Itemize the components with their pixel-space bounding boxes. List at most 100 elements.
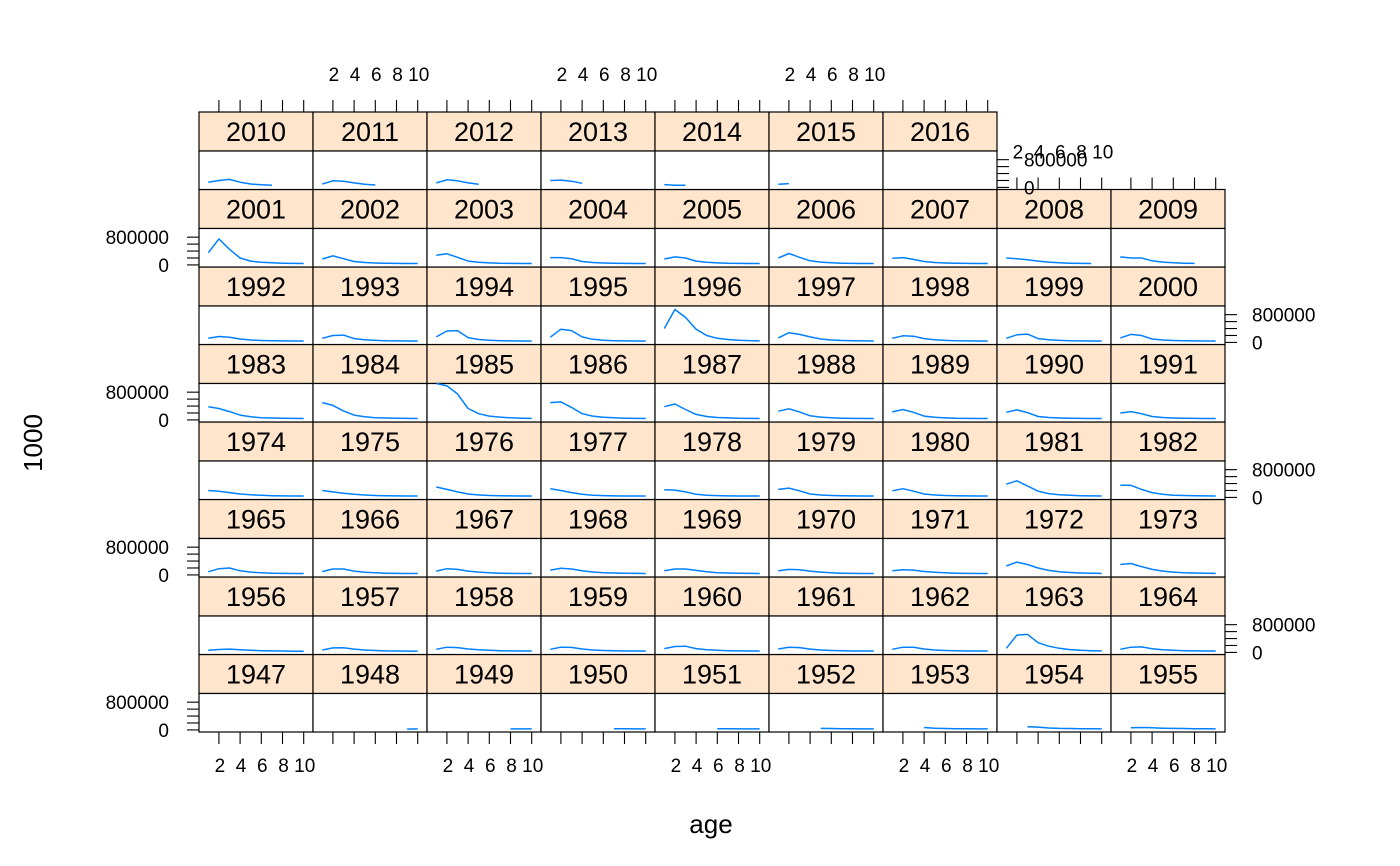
x-tick-label-top: 10 bbox=[1092, 143, 1113, 164]
series-line-2005 bbox=[664, 256, 760, 265]
strip-2005 bbox=[654, 188, 770, 230]
strip-1985 bbox=[426, 343, 542, 385]
series-line-1968 bbox=[550, 567, 646, 575]
series-line-2013 bbox=[550, 179, 583, 185]
series-line-1990 bbox=[1006, 409, 1102, 420]
strip-2004 bbox=[540, 188, 656, 230]
panel-1990 bbox=[996, 382, 1112, 423]
strip-label-1970: 1970 bbox=[796, 505, 856, 535]
x-tick-label-top: 2 bbox=[329, 65, 340, 86]
series-line-1966 bbox=[322, 568, 418, 575]
strip-label-1971: 1971 bbox=[910, 505, 970, 535]
series-line-1998 bbox=[892, 335, 988, 342]
panel-1981 bbox=[996, 460, 1112, 501]
x-tick-label: 2 bbox=[671, 756, 682, 777]
panel-1963 bbox=[996, 615, 1112, 656]
series-line-1953 bbox=[924, 726, 988, 730]
panel-2009 bbox=[1110, 227, 1226, 268]
series-line-1961 bbox=[778, 646, 874, 652]
panel-1952 bbox=[768, 692, 884, 733]
strip-label-1950: 1950 bbox=[568, 660, 628, 690]
series-line-1957 bbox=[322, 646, 418, 652]
strip-label-2013: 2013 bbox=[568, 117, 628, 147]
strip-1974 bbox=[198, 421, 314, 462]
series-line-1974 bbox=[208, 489, 304, 497]
series-line-2002 bbox=[322, 255, 418, 265]
series-line-1976 bbox=[436, 486, 532, 497]
x-tick-label: 4 bbox=[464, 756, 475, 777]
y-tick-label: 800000 bbox=[106, 383, 169, 404]
panel-1980 bbox=[882, 460, 998, 501]
panel-2014 bbox=[654, 150, 770, 191]
series-line-1963 bbox=[1005, 633, 1102, 652]
strip-label-2006: 2006 bbox=[796, 195, 856, 225]
y-tick-label: 800000 bbox=[106, 693, 169, 714]
strip-1970 bbox=[768, 498, 884, 540]
x-tick-label-top: 4 bbox=[806, 65, 817, 86]
panel-1965 bbox=[198, 537, 314, 578]
y-tick-label: 0 bbox=[158, 721, 169, 742]
panel-1994 bbox=[426, 305, 542, 346]
series-line-1991 bbox=[1120, 410, 1216, 420]
panel-2012 bbox=[426, 150, 542, 191]
strip-label-1973: 1973 bbox=[1138, 505, 1198, 535]
strip-2000 bbox=[1110, 266, 1226, 307]
series-line-1984 bbox=[322, 401, 418, 420]
series-line-1996 bbox=[663, 308, 760, 342]
panel-1971 bbox=[882, 537, 998, 578]
x-tick-label: 6 bbox=[713, 756, 724, 777]
series-line-2000 bbox=[1120, 333, 1216, 342]
series-line-1960 bbox=[664, 645, 760, 652]
strip-2007 bbox=[882, 188, 998, 230]
strip-label-2016: 2016 bbox=[910, 117, 970, 147]
strip-label-2001: 2001 bbox=[226, 195, 286, 225]
series-line-1964 bbox=[1120, 646, 1216, 652]
strip-label-2015: 2015 bbox=[796, 117, 856, 147]
strip-label-1954: 1954 bbox=[1024, 660, 1084, 690]
strip-label-1965: 1965 bbox=[226, 505, 286, 535]
y-tick-label: 0 bbox=[1252, 643, 1263, 664]
series-line-1954 bbox=[1027, 726, 1102, 730]
panel-1967 bbox=[426, 537, 542, 578]
strip-label-2007: 2007 bbox=[910, 195, 970, 225]
strip-1964 bbox=[1110, 576, 1226, 617]
series-line-2007 bbox=[892, 256, 988, 265]
series-line-2008 bbox=[1006, 257, 1092, 265]
x-tick-label: 6 bbox=[941, 756, 952, 777]
x-tick-label: 10 bbox=[750, 756, 771, 777]
series-line-2003 bbox=[436, 253, 532, 265]
x-tick-label: 4 bbox=[692, 756, 703, 777]
strip-label-2012: 2012 bbox=[454, 117, 514, 147]
x-tick-label: 6 bbox=[1169, 756, 1180, 777]
strip-label-1947: 1947 bbox=[226, 660, 286, 690]
panel-1989 bbox=[882, 382, 998, 423]
panel-1969 bbox=[654, 537, 770, 578]
strip-label-1982: 1982 bbox=[1138, 427, 1198, 457]
x-tick-label-top: 4 bbox=[1034, 143, 1045, 164]
series-line-1971 bbox=[892, 568, 988, 575]
strip-2015 bbox=[768, 111, 884, 152]
y-tick-label: 0 bbox=[158, 256, 169, 277]
panel-2016 bbox=[882, 150, 998, 191]
y-tick-label: 800000 bbox=[106, 228, 169, 249]
strip-label-1981: 1981 bbox=[1024, 427, 1084, 457]
panel-1948 bbox=[312, 692, 428, 733]
x-tick-label: 8 bbox=[1190, 756, 1201, 777]
x-tick-label: 6 bbox=[485, 756, 496, 777]
x-tick-label-top: 6 bbox=[599, 65, 610, 86]
strip-label-1952: 1952 bbox=[796, 660, 856, 690]
panel-1959 bbox=[540, 615, 656, 656]
panel-1984 bbox=[312, 382, 428, 423]
series-line-1975 bbox=[322, 489, 418, 497]
series-line-2014 bbox=[664, 183, 686, 187]
strip-1972 bbox=[996, 498, 1112, 540]
strip-1982 bbox=[1110, 421, 1226, 462]
series-line-1958 bbox=[436, 646, 532, 652]
series-line-1979 bbox=[778, 487, 874, 497]
series-line-1995 bbox=[549, 328, 646, 342]
x-tick-label: 8 bbox=[734, 756, 745, 777]
panel-1999 bbox=[996, 305, 1112, 346]
panel-2013 bbox=[540, 150, 656, 191]
strip-label-1958: 1958 bbox=[454, 582, 514, 612]
strip-label-2010: 2010 bbox=[226, 117, 286, 147]
